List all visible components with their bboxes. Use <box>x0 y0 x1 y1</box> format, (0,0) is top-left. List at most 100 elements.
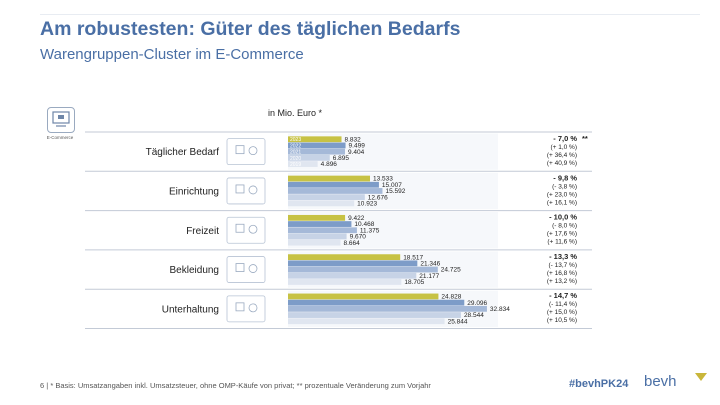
change-sub-freizeit: (+ 17,6 %) <box>547 231 577 238</box>
value-label-bekleidung-2022: 21.346 <box>420 260 440 267</box>
footnote-text: * Basis: Umsatzangaben inkl. Umsatzsteue… <box>50 381 431 390</box>
change-sub-einrichtung: (+ 23,0 %) <box>547 191 577 198</box>
year-label-2023: 2023 <box>290 137 301 143</box>
leisure-icon-glyph-b <box>248 224 258 234</box>
value-label-unterhaltung-2023: 24.828 <box>441 294 461 301</box>
bar-täglicher-bedarf-2019 <box>288 161 318 167</box>
bar-unterhaltung-2019 <box>288 318 445 325</box>
bar-täglicher-bedarf-2023 <box>288 136 342 143</box>
leisure-icon <box>226 216 266 244</box>
bar-einrichtung-2020 <box>288 194 365 201</box>
value-label-freizeit-2019: 8.664 <box>343 240 360 247</box>
bar-freizeit-2022 <box>288 221 352 227</box>
electronics-icon-glyph-b <box>248 303 258 313</box>
value-label-einrichtung-2020: 12.676 <box>368 194 388 201</box>
bar-einrichtung-2021 <box>288 188 383 194</box>
household-goods-icon-glyph-b <box>248 146 258 156</box>
category-label-bekleidung: Bekleidung <box>170 265 219 276</box>
bar-bekleidung-2019 <box>288 279 402 285</box>
value-label-bekleidung-2021: 24.725 <box>441 267 461 274</box>
page-number: 6 <box>40 381 45 390</box>
year-label-2021: 2021 <box>290 150 301 156</box>
footer-separator: | <box>46 381 49 390</box>
bar-einrichtung-2022 <box>288 181 379 188</box>
furniture-icon-glyph-b <box>248 185 258 195</box>
value-label-freizeit-2022: 10.468 <box>354 221 374 228</box>
bar-unterhaltung-2023 <box>288 293 439 300</box>
change-sub-täglicher-bedarf: (+ 40,9 %) <box>547 160 577 167</box>
value-label-unterhaltung-2019: 25.844 <box>448 318 468 325</box>
header-rule <box>40 14 700 15</box>
value-label-täglicher-bedarf-2022: 9.499 <box>349 143 366 150</box>
value-label-bekleidung-2019: 18.705 <box>404 279 424 286</box>
category-label-freizeit: Freizeit <box>186 226 219 237</box>
change-main-einrichtung: - 9,8 % <box>553 173 577 182</box>
bar-freizeit-2020 <box>288 233 347 240</box>
change-sub-bekleidung: (+ 16,8 %) <box>547 270 577 277</box>
value-label-unterhaltung-2021: 32.834 <box>490 306 510 313</box>
value-label-freizeit-2021: 11.375 <box>360 227 380 234</box>
change-sub-unterhaltung: (+ 10,5 %) <box>547 317 577 324</box>
change-sub-unterhaltung: (- 11,4 %) <box>549 301 577 308</box>
category-label-einrichtung: Einrichtung <box>169 186 219 197</box>
household-goods-icon-glyph-a <box>235 145 245 155</box>
change-sub-bekleidung: (+ 13,2 %) <box>547 278 577 285</box>
clothing-icon-glyph-b <box>248 264 258 273</box>
unit-label: in Mio. Euro * <box>267 108 323 118</box>
bar-täglicher-bedarf-2021 <box>288 148 345 155</box>
bar-freizeit-2021 <box>288 227 357 234</box>
change-main-bekleidung: - 13,3 % <box>549 252 577 261</box>
ecommerce-label: E-Commerce <box>46 135 74 140</box>
page-subtitle: Warengruppen-Cluster im E-Commerce <box>40 46 304 63</box>
bar-freizeit-2019 <box>288 239 341 246</box>
bar-einrichtung-2023 <box>288 175 370 182</box>
bar-unterhaltung-2022 <box>288 299 465 306</box>
ecommerce-cart-icon <box>47 107 75 133</box>
bar-einrichtung-2019 <box>288 200 355 207</box>
footer-note-line: 6 | * Basis: Umsatzangaben inkl. Umsatzs… <box>40 381 431 390</box>
clothing-icon <box>226 256 266 283</box>
electronics-icon-glyph-a <box>235 302 245 312</box>
value-label-bekleidung-2023: 18.517 <box>403 254 423 261</box>
value-label-einrichtung-2019: 10.923 <box>357 200 377 207</box>
footnote-marker: ** <box>582 134 588 143</box>
household-goods-icon <box>226 138 266 166</box>
value-label-täglicher-bedarf-2019: 4.896 <box>321 161 338 168</box>
logo-mark-icon <box>695 373 707 381</box>
value-label-einrichtung-2022: 15.007 <box>382 182 402 189</box>
bar-unterhaltung-2021 <box>288 305 487 312</box>
bevh-logo: bevh <box>644 373 677 390</box>
bar-bekleidung-2023 <box>288 254 401 261</box>
value-label-freizeit-2020: 9.670 <box>350 234 367 241</box>
hashtag: #bevhPK24 <box>569 378 629 390</box>
value-label-bekleidung-2020: 21.177 <box>419 273 439 280</box>
change-sub-freizeit: (- 8,0 %) <box>552 223 577 230</box>
value-label-unterhaltung-2022: 29.096 <box>467 300 487 307</box>
value-label-freizeit-2023: 9.422 <box>348 215 365 222</box>
change-main-freizeit: - 10,0 % <box>549 213 577 222</box>
value-label-täglicher-bedarf-2021: 9.404 <box>348 149 365 156</box>
change-sub-bekleidung: (- 13,7 %) <box>548 262 577 269</box>
change-main-unterhaltung: - 14,7 % <box>549 291 577 300</box>
value-label-einrichtung-2021: 15.592 <box>385 188 405 195</box>
year-label-2019: 2019 <box>290 162 301 168</box>
category-label-täglicher-bedarf: Täglicher Bedarf <box>146 147 220 158</box>
value-label-unterhaltung-2020: 28.544 <box>464 312 484 319</box>
bar-bekleidung-2020 <box>288 272 417 279</box>
value-label-einrichtung-2023: 13.533 <box>373 176 393 183</box>
bar-bekleidung-2021 <box>288 266 438 273</box>
leisure-icon-glyph-a <box>235 223 245 233</box>
change-sub-einrichtung: (+ 16,1 %) <box>547 199 577 206</box>
bar-bekleidung-2022 <box>288 260 418 267</box>
change-sub-einrichtung: (- 3,8 %) <box>552 183 577 190</box>
bar-unterhaltung-2020 <box>288 312 461 318</box>
year-label-2020: 2020 <box>290 156 301 162</box>
value-label-täglicher-bedarf-2020: 6.895 <box>333 155 350 162</box>
bar-täglicher-bedarf-2022 <box>288 142 346 149</box>
bar-täglicher-bedarf-2020 <box>288 154 330 161</box>
value-label-täglicher-bedarf-2023: 8.832 <box>345 136 362 143</box>
electronics-icon <box>226 295 266 323</box>
bar-freizeit-2023 <box>288 214 346 221</box>
page-title: Am robustesten: Güter des täglichen Beda… <box>40 18 461 40</box>
